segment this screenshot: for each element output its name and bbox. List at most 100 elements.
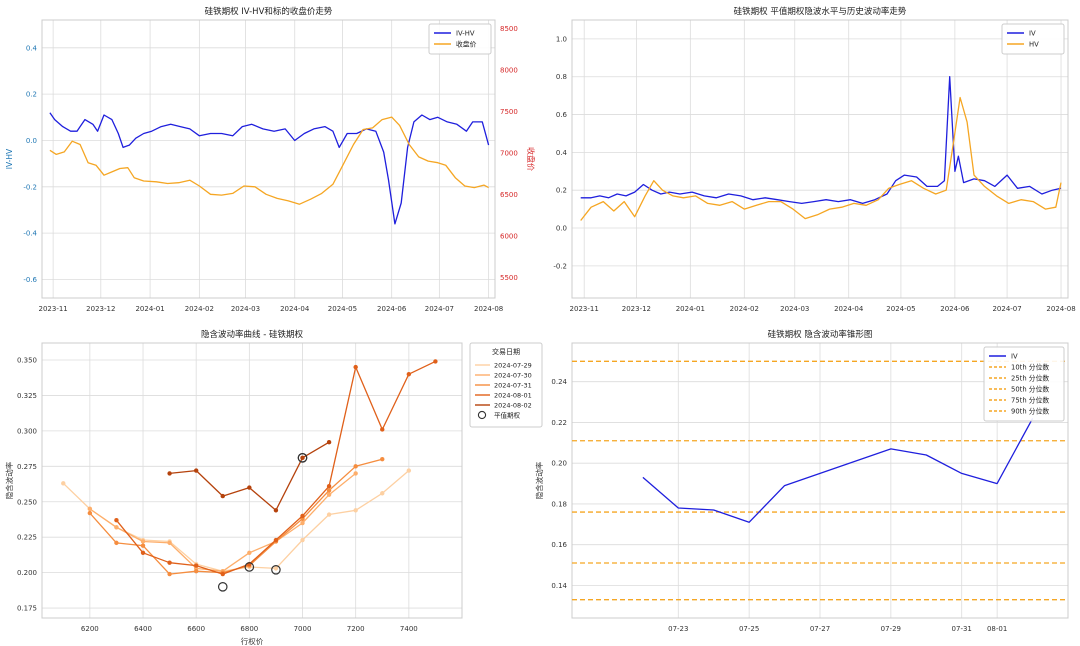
data-point (353, 508, 358, 513)
y-tick-label: -0.2 (553, 262, 567, 270)
y2-tick-label: 7500 (500, 108, 518, 116)
x-tick-labels: 2023-11 2023-12 2024-01 2024-02 2024-03 2024-… (39, 305, 504, 313)
y-tick-label: 0.175 (17, 605, 37, 613)
data-point (247, 485, 252, 490)
legend-box (469, 342, 543, 428)
y-tick-labels: -0.2 0.0 0.2 0.4 0.6 0.8 1.0 (553, 35, 567, 270)
chart-3: 隐含波动率曲线 - 硅铁期权 6200 6400 6600 6800 7000 7200 74… (4, 329, 543, 646)
series (642, 418, 1034, 523)
legend: IV 10th 分位数 25th 分位数 50th 分位数 75th 分位数 90th 分… (983, 346, 1065, 422)
x-tick-label: 07-29 (881, 625, 901, 633)
series-line (580, 76, 1062, 205)
x-tick-label: 08-01 (987, 625, 1007, 633)
y-tick-label: 0.250 (17, 498, 37, 506)
data-point (273, 508, 279, 513)
legend-label: 2024-08-02 (494, 402, 532, 410)
x-tick-label: 2024-07 (992, 305, 1021, 313)
series-line (49, 112, 490, 225)
data-point (167, 571, 172, 577)
plot-area (42, 343, 462, 618)
x-tick-label: 07-23 (668, 625, 688, 633)
legend-label: 2024-07-31 (494, 382, 532, 390)
y-tick-label: 0.4 (556, 149, 568, 157)
x-tick-label: 6200 (81, 625, 99, 633)
data-point (326, 440, 332, 445)
x-tick-label: 2024-01 (676, 305, 705, 313)
x-tick-label: 2024-02 (730, 305, 759, 313)
data-point (140, 543, 146, 548)
legend-label: IV (1029, 30, 1036, 38)
legend-box (428, 23, 492, 55)
x-tick-label: 2024-08 (474, 305, 503, 313)
x-tick-label: 2024-08 (1046, 305, 1075, 313)
x-tick-label: 7000 (294, 625, 312, 633)
x-tick-label: 2024-04 (280, 305, 310, 313)
legend-label: 25th 分位数 (1011, 374, 1049, 383)
atm-marker (297, 453, 308, 463)
data-point (300, 455, 305, 461)
legend: IV HV (1001, 23, 1065, 55)
data-point (220, 571, 225, 577)
x-tick-label: 7400 (400, 625, 418, 633)
series (61, 359, 438, 577)
plot-area (572, 20, 1068, 298)
data-point (380, 491, 385, 496)
y-tick-label: 0.225 (17, 534, 37, 542)
data-point (167, 540, 172, 546)
y-tick-labels: 0.14 0.16 0.18 0.20 0.22 0.24 (551, 378, 567, 590)
legend-title: 交易日期 (492, 347, 520, 356)
data-point (193, 563, 199, 568)
data-point (433, 359, 438, 364)
x-tick-label: 6800 (240, 625, 258, 633)
x-tick-label: 07-31 (952, 625, 972, 633)
x-tick-label: 07-27 (810, 625, 830, 633)
series (49, 112, 490, 225)
x-tick-label: 2024-06 (377, 305, 407, 313)
x-tick-labels: 07-23 07-25 07-27 07-29 07-31 08-01 (668, 625, 1007, 633)
data-point (273, 566, 279, 571)
x-tick-label: 2024-03 (231, 305, 260, 313)
x-axis-label: 行权价 (241, 636, 264, 646)
legend-box (983, 346, 1065, 422)
data-point (300, 537, 305, 543)
grid (42, 20, 495, 298)
y-tick-label: 0.22 (551, 419, 567, 427)
data-point (167, 471, 172, 476)
y-tick-label: 0.24 (551, 378, 567, 386)
chart-2: 硅铁期权 平值期权隐波水平与历史波动率走势 2023-11 2023-12 2024-… (553, 6, 1075, 313)
data-point (193, 569, 199, 574)
x-tick-label: 2024-03 (780, 305, 809, 313)
x-tick-label: 2023-12 (86, 305, 115, 313)
y-tick-label: 0.6 (556, 111, 568, 119)
y-axis-label: IV-HV (5, 148, 14, 169)
data-point (326, 492, 332, 497)
y-axis-label: 隐含波动率 (4, 461, 14, 499)
legend-label: 50th 分位数 (1011, 385, 1049, 394)
x-tick-label: 2024-06 (940, 305, 970, 313)
data-point (273, 537, 279, 543)
y-tick-labels: 0.175 0.200 0.225 0.250 0.275 0.300 0.325 0.350 (17, 357, 37, 613)
y-tick-label: 0.0 (26, 137, 37, 145)
y-tick-label: 0.2 (556, 187, 567, 195)
y-tick-label: 0.8 (556, 73, 567, 81)
grid (42, 343, 462, 618)
legend-box (1001, 23, 1065, 55)
plot-border (571, 342, 1069, 619)
legend-label: 75th 分位数 (1011, 396, 1049, 405)
y-tick-label: -0.6 (23, 276, 37, 284)
atm-marker (217, 582, 228, 592)
percentile-lines (572, 360, 1068, 601)
series (580, 76, 1062, 221)
x-tick-label: 7200 (347, 625, 365, 633)
data-point (326, 512, 332, 517)
y-tick-label: 0.14 (551, 582, 567, 590)
x-tick-label: 6400 (134, 625, 152, 633)
y-tick-label: 0.4 (26, 44, 38, 52)
x-tick-label: 2024-02 (185, 305, 214, 313)
series-line (580, 96, 1062, 221)
x-tick-label: 6600 (187, 625, 205, 633)
atm-markers (217, 453, 308, 592)
data-point (193, 468, 199, 473)
series-line (49, 116, 489, 205)
